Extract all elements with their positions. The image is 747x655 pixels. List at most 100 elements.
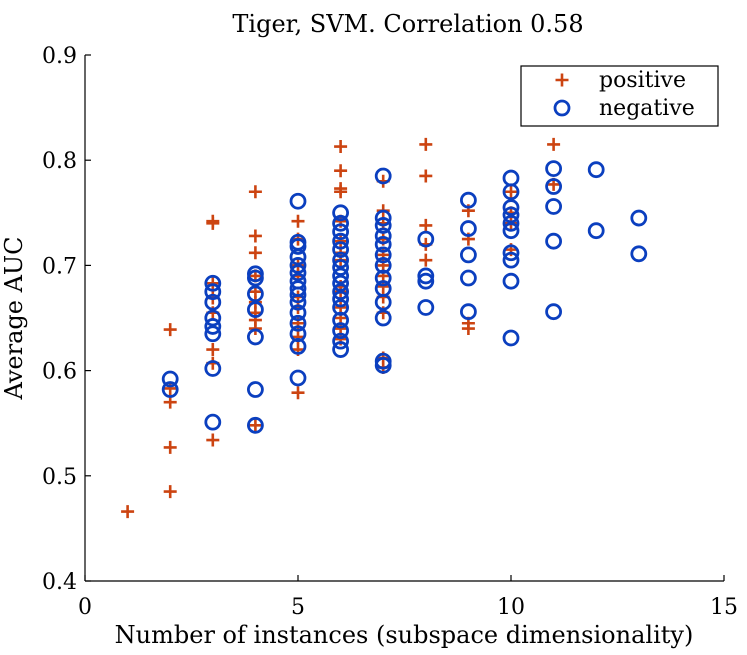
negative-point-28 (289, 314, 307, 332)
positive-point-4 (163, 440, 177, 454)
negative-point-42 (332, 290, 350, 308)
positive-point-35 (334, 164, 348, 178)
legend-marker-negative (553, 99, 571, 117)
y-tick-label-3: 0.7 (42, 254, 77, 279)
x-tick-label-2: 10 (497, 595, 525, 620)
positive-point-22 (248, 322, 262, 336)
positive-point-61 (419, 169, 433, 183)
negative-point-8 (204, 360, 222, 377)
y-tick-label-4: 0.8 (42, 149, 77, 174)
positive-point-2 (163, 381, 177, 395)
y-tick-label-5: 0.9 (42, 44, 77, 69)
positive-point-37 (334, 185, 348, 199)
negative-point-69 (459, 303, 477, 321)
positive-point-68 (461, 322, 475, 336)
negative-point-15 (246, 381, 264, 398)
negative-point-71 (502, 183, 520, 201)
negative-point-57 (374, 293, 392, 311)
legend-marker-positive (555, 73, 569, 87)
negative-point-13 (246, 301, 264, 318)
negative-point-41 (332, 283, 350, 301)
legend-label-negative: negative (599, 96, 695, 121)
negative-point-4 (204, 293, 222, 311)
negative-point-38 (332, 259, 350, 276)
negative-point-16 (246, 416, 264, 434)
negative-point-68 (459, 269, 477, 287)
legend-box (520, 65, 719, 127)
negative-point-85 (587, 161, 605, 179)
x-axis-label: Number of instances (subspace dimensiona… (115, 621, 694, 649)
negative-point-76 (502, 244, 520, 262)
positive-point-69 (504, 185, 518, 199)
negative-point-6 (204, 318, 222, 335)
negative-point-87 (630, 209, 648, 227)
positive-point-7 (206, 216, 220, 230)
negative-point-83 (545, 232, 562, 250)
negative-point-81 (545, 178, 562, 195)
negative-point-25 (289, 286, 307, 304)
positive-point-33 (291, 386, 305, 400)
negative-point-0 (161, 370, 179, 388)
negative-point-36 (332, 241, 350, 259)
negative-point-52 (374, 235, 392, 253)
negative-point-44 (332, 311, 350, 329)
x-tick-label-3: 15 (710, 595, 738, 620)
x-tick-label-0: 0 (78, 595, 92, 620)
negative-point-33 (332, 214, 350, 232)
negative-series (161, 160, 648, 434)
negative-point-20 (289, 248, 307, 266)
negative-point-35 (332, 232, 350, 250)
negative-point-17 (289, 192, 307, 210)
negative-point-67 (459, 246, 477, 264)
negative-point-88 (630, 245, 648, 263)
negative-point-55 (374, 269, 392, 287)
negative-point-11 (246, 269, 264, 287)
negative-point-77 (502, 251, 520, 269)
negative-point-3 (204, 283, 222, 301)
negative-point-2 (204, 274, 222, 292)
positive-point-13 (206, 433, 220, 447)
positive-point-0 (121, 505, 135, 519)
negative-point-63 (417, 272, 435, 290)
negative-point-70 (502, 169, 520, 187)
negative-point-82 (545, 198, 562, 215)
positive-point-60 (419, 137, 433, 151)
positive-point-24 (291, 214, 305, 228)
negative-point-12 (246, 285, 264, 303)
positive-point-14 (248, 185, 262, 199)
plot-frame (84, 55, 724, 582)
negative-point-37 (332, 251, 350, 269)
negative-point-65 (459, 191, 477, 209)
negative-point-84 (545, 303, 562, 321)
negative-point-7 (204, 325, 222, 343)
negative-point-32 (332, 204, 350, 222)
x-tick-label-1: 5 (291, 595, 305, 620)
negative-point-14 (246, 328, 264, 346)
legend-label-positive: positive (599, 68, 686, 93)
negative-point-78 (502, 272, 520, 290)
positive-point-34 (334, 140, 348, 154)
negative-point-74 (502, 214, 520, 232)
negative-point-73 (502, 206, 520, 224)
negative-point-48 (374, 167, 392, 185)
negative-point-51 (374, 227, 392, 245)
negative-point-80 (545, 160, 562, 178)
positive-point-8 (206, 276, 220, 290)
negative-point-34 (332, 223, 350, 241)
legend: positive negative (520, 65, 719, 127)
negative-point-21 (289, 256, 307, 274)
negative-point-45 (332, 322, 350, 340)
negative-point-50 (374, 217, 392, 234)
negative-point-49 (374, 209, 392, 227)
positive-point-11 (206, 343, 220, 357)
positive-point-16 (248, 246, 262, 260)
negative-point-79 (502, 329, 520, 347)
negative-point-26 (289, 293, 307, 311)
positive-point-39 (334, 234, 348, 248)
positive-point-62 (419, 218, 433, 232)
negative-point-39 (332, 267, 350, 285)
negative-point-61 (417, 230, 435, 248)
negative-point-66 (459, 220, 477, 237)
positive-point-64 (419, 253, 433, 267)
